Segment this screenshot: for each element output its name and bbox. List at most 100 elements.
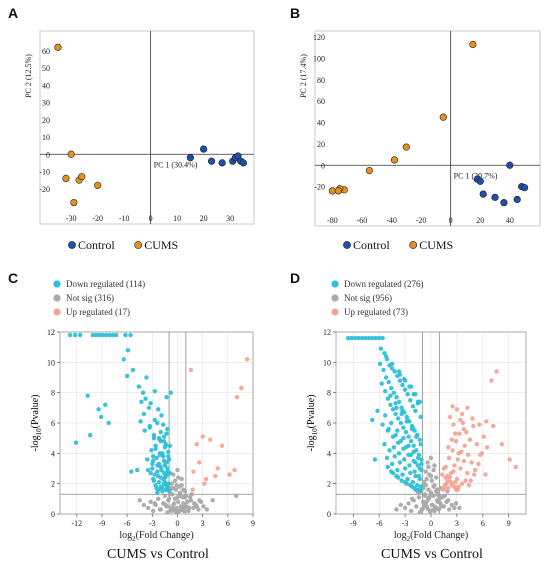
data-point-up-regulated: [452, 463, 457, 468]
data-point-down-regulated: [393, 401, 398, 406]
x-tick-label-b: 0: [449, 216, 453, 225]
plot-frame-b: [314, 30, 541, 227]
data-point-down-regulated: [121, 357, 126, 362]
data-point-up-regulated: [477, 422, 482, 427]
data-point-up-regulated: [465, 470, 470, 476]
data-point-down-regulated: [402, 387, 408, 392]
x-tick-label-c: -9: [99, 519, 106, 528]
y-tick-label-d: 4: [327, 449, 331, 458]
data-point-not-sig: [152, 501, 158, 506]
data-point-not-sig: [428, 490, 434, 495]
legend-marker-cums: [134, 241, 143, 249]
data-point-down-regulated: [148, 401, 153, 406]
data-point-down-regulated: [90, 332, 95, 338]
data-point-up-regulated: [452, 431, 458, 436]
data-point-not-sig: [394, 507, 399, 512]
legend-marker-d: [331, 308, 339, 316]
data-point-up-regulated: [471, 423, 476, 429]
data-point-down-regulated: [98, 414, 104, 420]
data-point-down-regulated: [375, 408, 380, 414]
data-point-down-regulated: [135, 467, 140, 473]
data-point-control: [479, 190, 487, 198]
legend-label-cums: CUMS: [419, 238, 453, 252]
data-point-down-regulated: [167, 443, 173, 448]
data-point-cums: [439, 113, 447, 121]
data-point-up-regulated: [471, 472, 477, 477]
data-point-down-regulated: [408, 470, 413, 476]
data-point-down-regulated: [366, 335, 372, 341]
data-point-up-regulated: [472, 467, 478, 473]
y-axis-label-b: PC 2 (17.4%): [299, 54, 308, 98]
x-tick-label-c: -6: [124, 519, 131, 528]
x-tick-label-a: -30: [66, 214, 77, 223]
data-point-up-regulated: [443, 475, 448, 480]
legend-marker-cums: [409, 241, 418, 249]
data-point-down-regulated: [168, 390, 173, 395]
data-point-not-sig: [402, 505, 408, 511]
x-axis-label-d: log2(Fold Change): [394, 530, 468, 543]
data-point-up-regulated: [197, 460, 202, 465]
data-point-down-regulated: [401, 425, 406, 430]
data-point-not-sig: [171, 472, 176, 477]
data-point-down-regulated: [153, 443, 158, 448]
data-point-down-regulated: [373, 335, 378, 341]
x-tick-label-a: 10: [173, 214, 181, 223]
data-point-up-regulated: [244, 357, 250, 362]
data-point-control: [506, 161, 514, 169]
data-point-not-sig: [150, 508, 156, 514]
data-point-not-sig: [425, 460, 430, 465]
data-point-not-sig: [181, 501, 186, 506]
data-point-not-sig: [446, 507, 452, 512]
data-point-down-regulated: [413, 391, 418, 397]
data-point-down-regulated: [158, 429, 163, 435]
data-point-down-regulated: [151, 432, 157, 438]
data-point-down-regulated: [385, 464, 391, 470]
data-point-down-regulated: [152, 388, 158, 394]
data-point-down-regulated: [161, 458, 167, 464]
data-point-up-regulated: [450, 448, 455, 453]
data-point-down-regulated: [146, 405, 152, 411]
chart-title-d: CUMS vs Control: [381, 547, 483, 562]
data-point-control: [218, 159, 226, 167]
data-point-down-regulated: [401, 435, 406, 441]
data-point-control: [239, 159, 247, 167]
data-point-down-regulated: [386, 426, 391, 432]
data-point-down-regulated: [140, 390, 146, 395]
data-point-cums: [70, 198, 78, 207]
data-point-down-regulated: [380, 422, 385, 427]
data-point-not-sig: [434, 487, 440, 492]
data-point-down-regulated: [395, 428, 400, 433]
data-point-down-regulated: [383, 375, 389, 380]
data-point-up-regulated: [484, 419, 489, 424]
data-point-down-regulated: [408, 452, 414, 458]
data-point-up-regulated: [499, 442, 505, 447]
y-tick-label-a: -20: [39, 185, 50, 194]
data-point-up-regulated: [463, 478, 468, 483]
data-point-down-regulated: [396, 369, 402, 374]
legend-label-control: Control: [78, 238, 115, 252]
x-tick-label-d: 0: [429, 519, 433, 528]
data-point-down-regulated: [386, 379, 391, 385]
data-point-down-regulated: [419, 461, 424, 467]
data-point-down-regulated: [394, 405, 399, 411]
data-point-not-sig: [175, 467, 180, 473]
data-point-down-regulated: [164, 431, 169, 436]
data-point-not-sig: [433, 475, 439, 480]
data-point-down-regulated: [418, 442, 423, 447]
data-point-down-regulated: [408, 384, 414, 389]
x-tick-label-a: -10: [119, 214, 130, 223]
data-point-not-sig: [171, 501, 177, 506]
y-tick-label-b: 80: [317, 76, 325, 85]
data-point-not-sig: [201, 504, 206, 509]
x-tick-label-d: 9: [507, 519, 511, 528]
data-point-not-sig: [431, 467, 436, 473]
data-point-up-regulated: [191, 469, 196, 474]
data-point-down-regulated: [413, 408, 418, 414]
data-point-up-regulated: [458, 466, 463, 471]
x-tick-label-a: 0: [149, 214, 153, 223]
data-point-not-sig: [194, 504, 199, 509]
data-point-not-sig: [162, 493, 168, 498]
data-point-not-sig: [428, 455, 434, 461]
data-point-down-regulated: [155, 420, 160, 426]
data-point-up-regulated: [481, 434, 486, 439]
